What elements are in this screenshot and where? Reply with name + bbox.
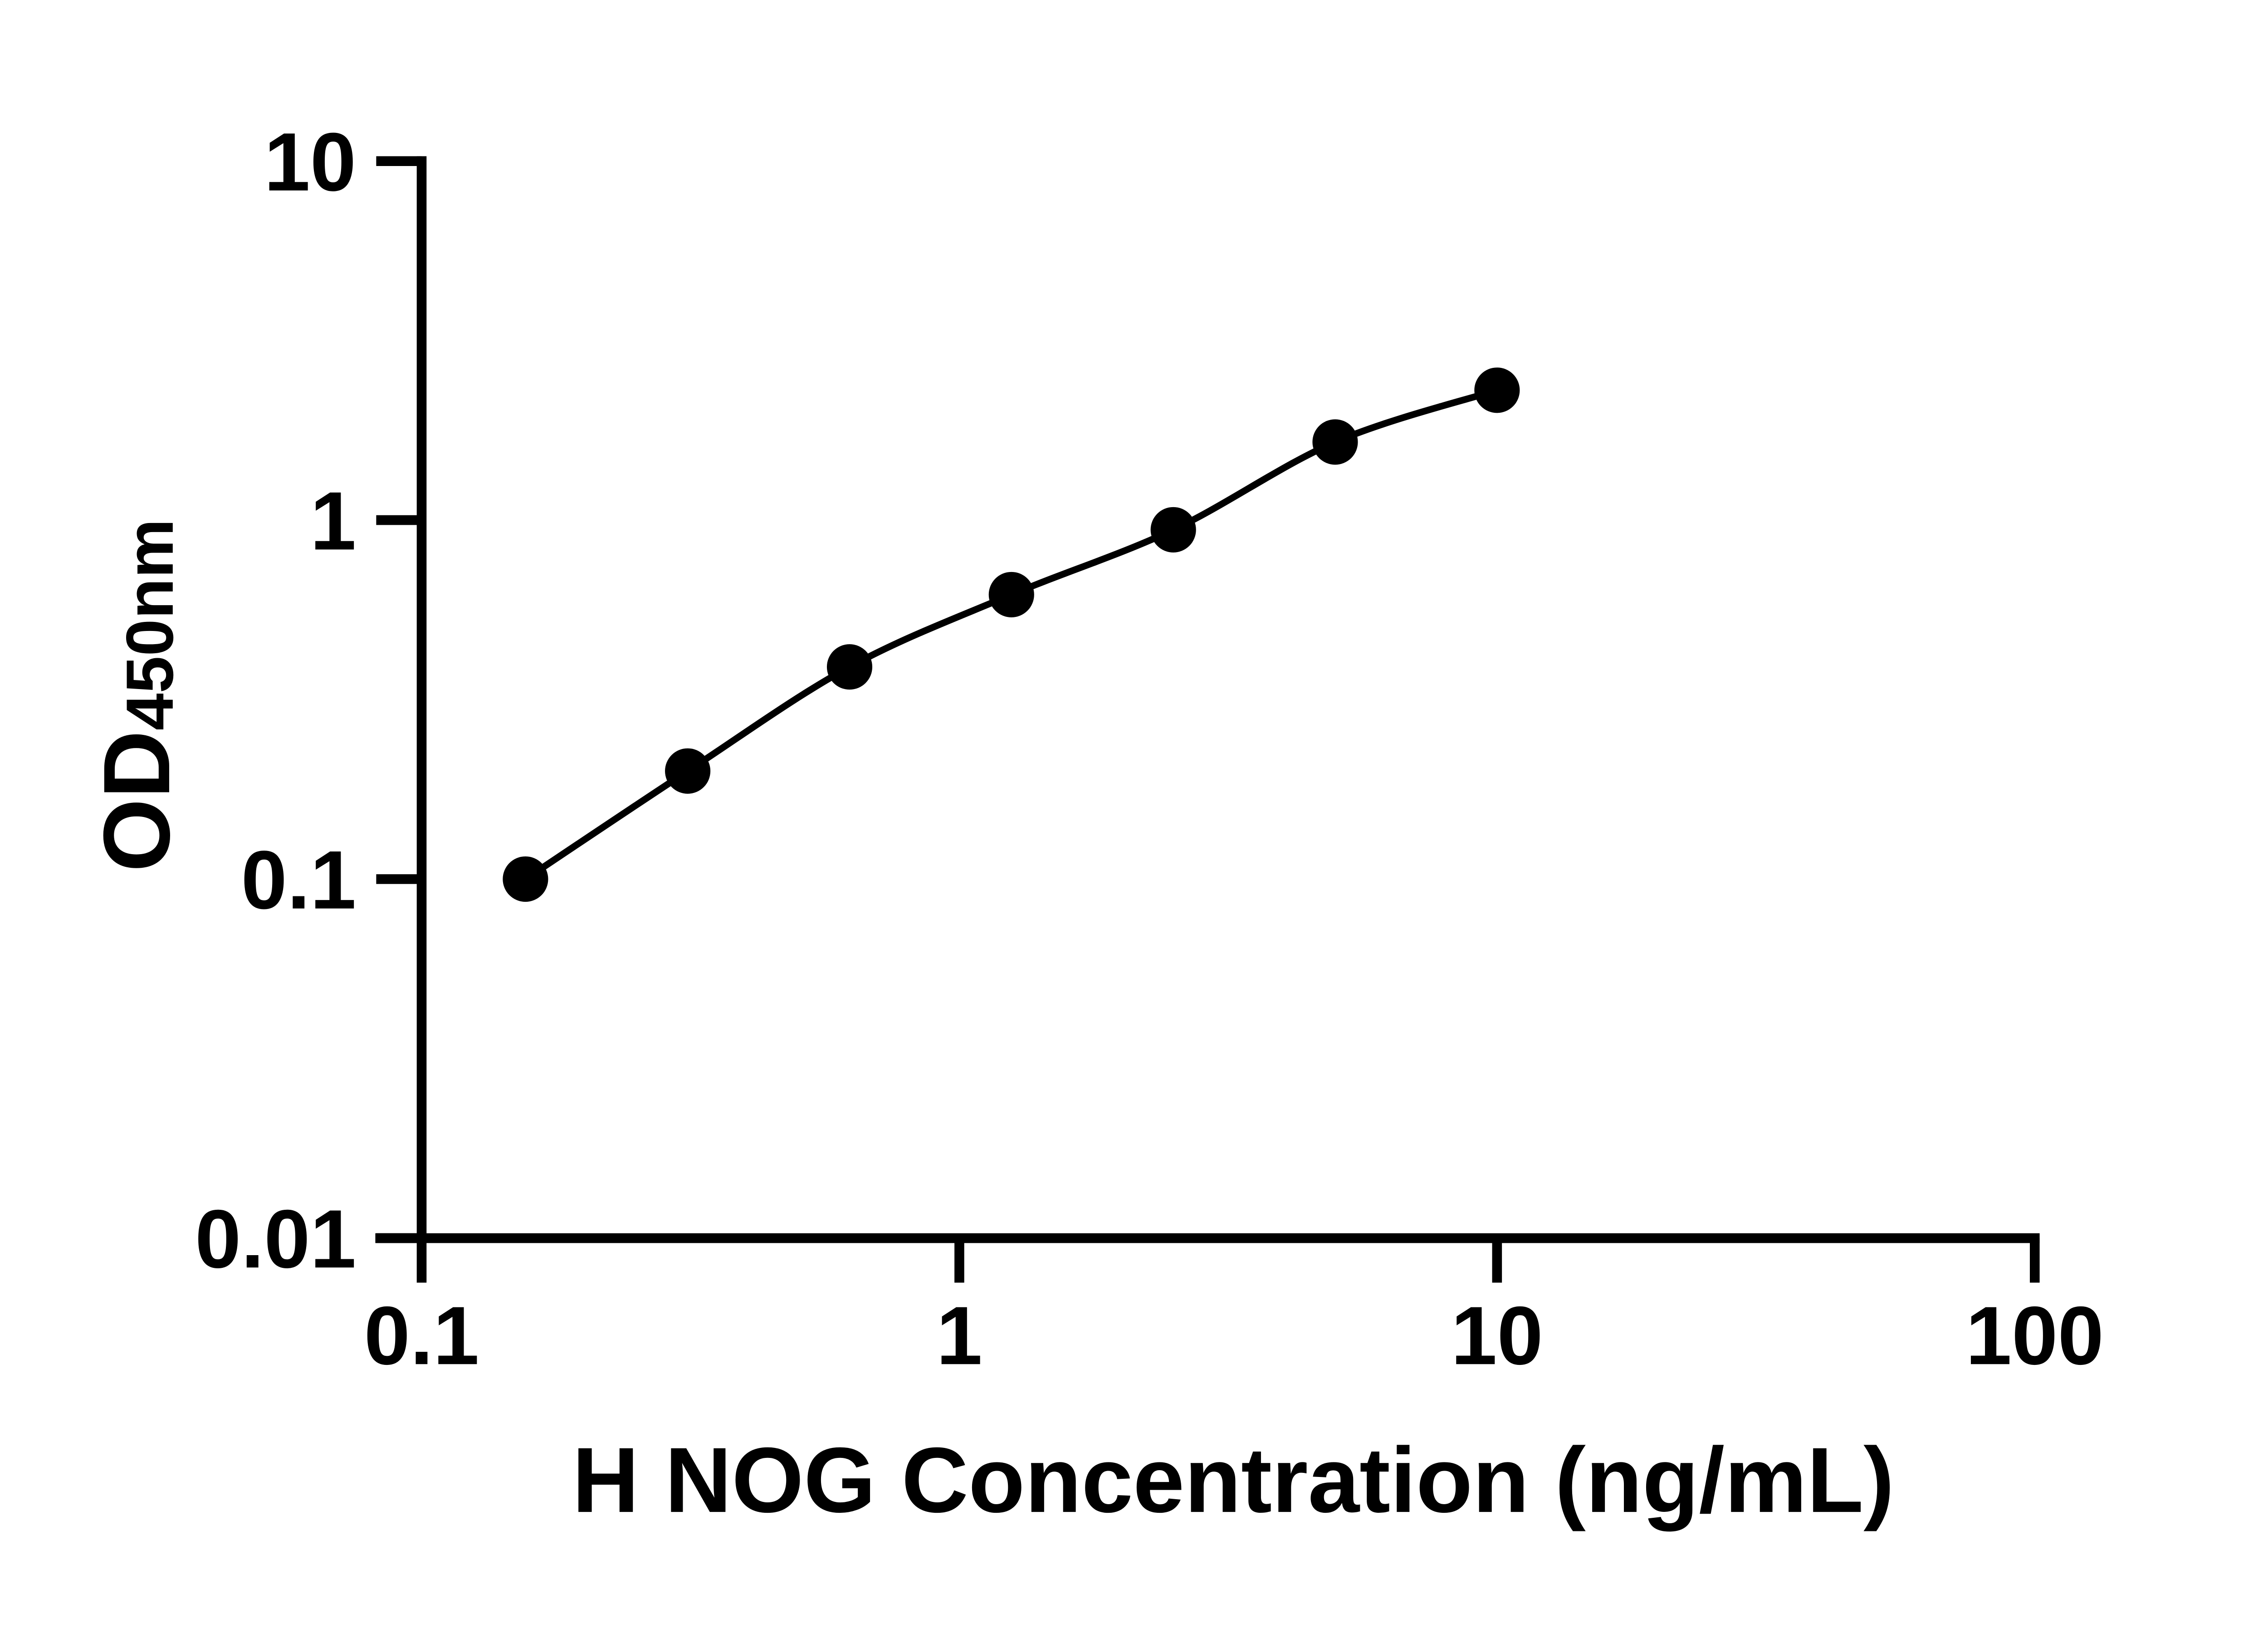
y-axis-title-main: OD	[84, 730, 190, 872]
data-point-6	[1474, 367, 1520, 413]
data-point-1	[665, 748, 711, 794]
x-axis-title: H NOG Concentration (ng/mL)	[572, 1428, 1895, 1532]
plot-background	[0, 15, 2268, 1618]
data-point-3	[988, 572, 1034, 617]
y-axis-title: OD450nm	[84, 519, 190, 872]
x-tick-label-1: 1	[936, 1289, 982, 1382]
data-point-2	[826, 644, 873, 690]
data-point-5	[1312, 419, 1358, 465]
y-tick-label-0.01: 0.01	[195, 1193, 356, 1285]
y-axis-title-sub: 450nm	[113, 519, 187, 730]
data-point-0	[503, 856, 548, 902]
x-tick-label-100: 100	[1965, 1289, 2104, 1382]
data-point-4	[1150, 507, 1196, 552]
y-tick-label-10: 10	[264, 116, 356, 208]
y-tick-label-0.1: 0.1	[241, 834, 356, 926]
y-tick-label-1: 1	[310, 474, 357, 567]
x-tick-label-10: 10	[1451, 1289, 1543, 1382]
series-layer	[503, 367, 1520, 902]
x-tick-label-0.1: 0.1	[364, 1289, 479, 1382]
